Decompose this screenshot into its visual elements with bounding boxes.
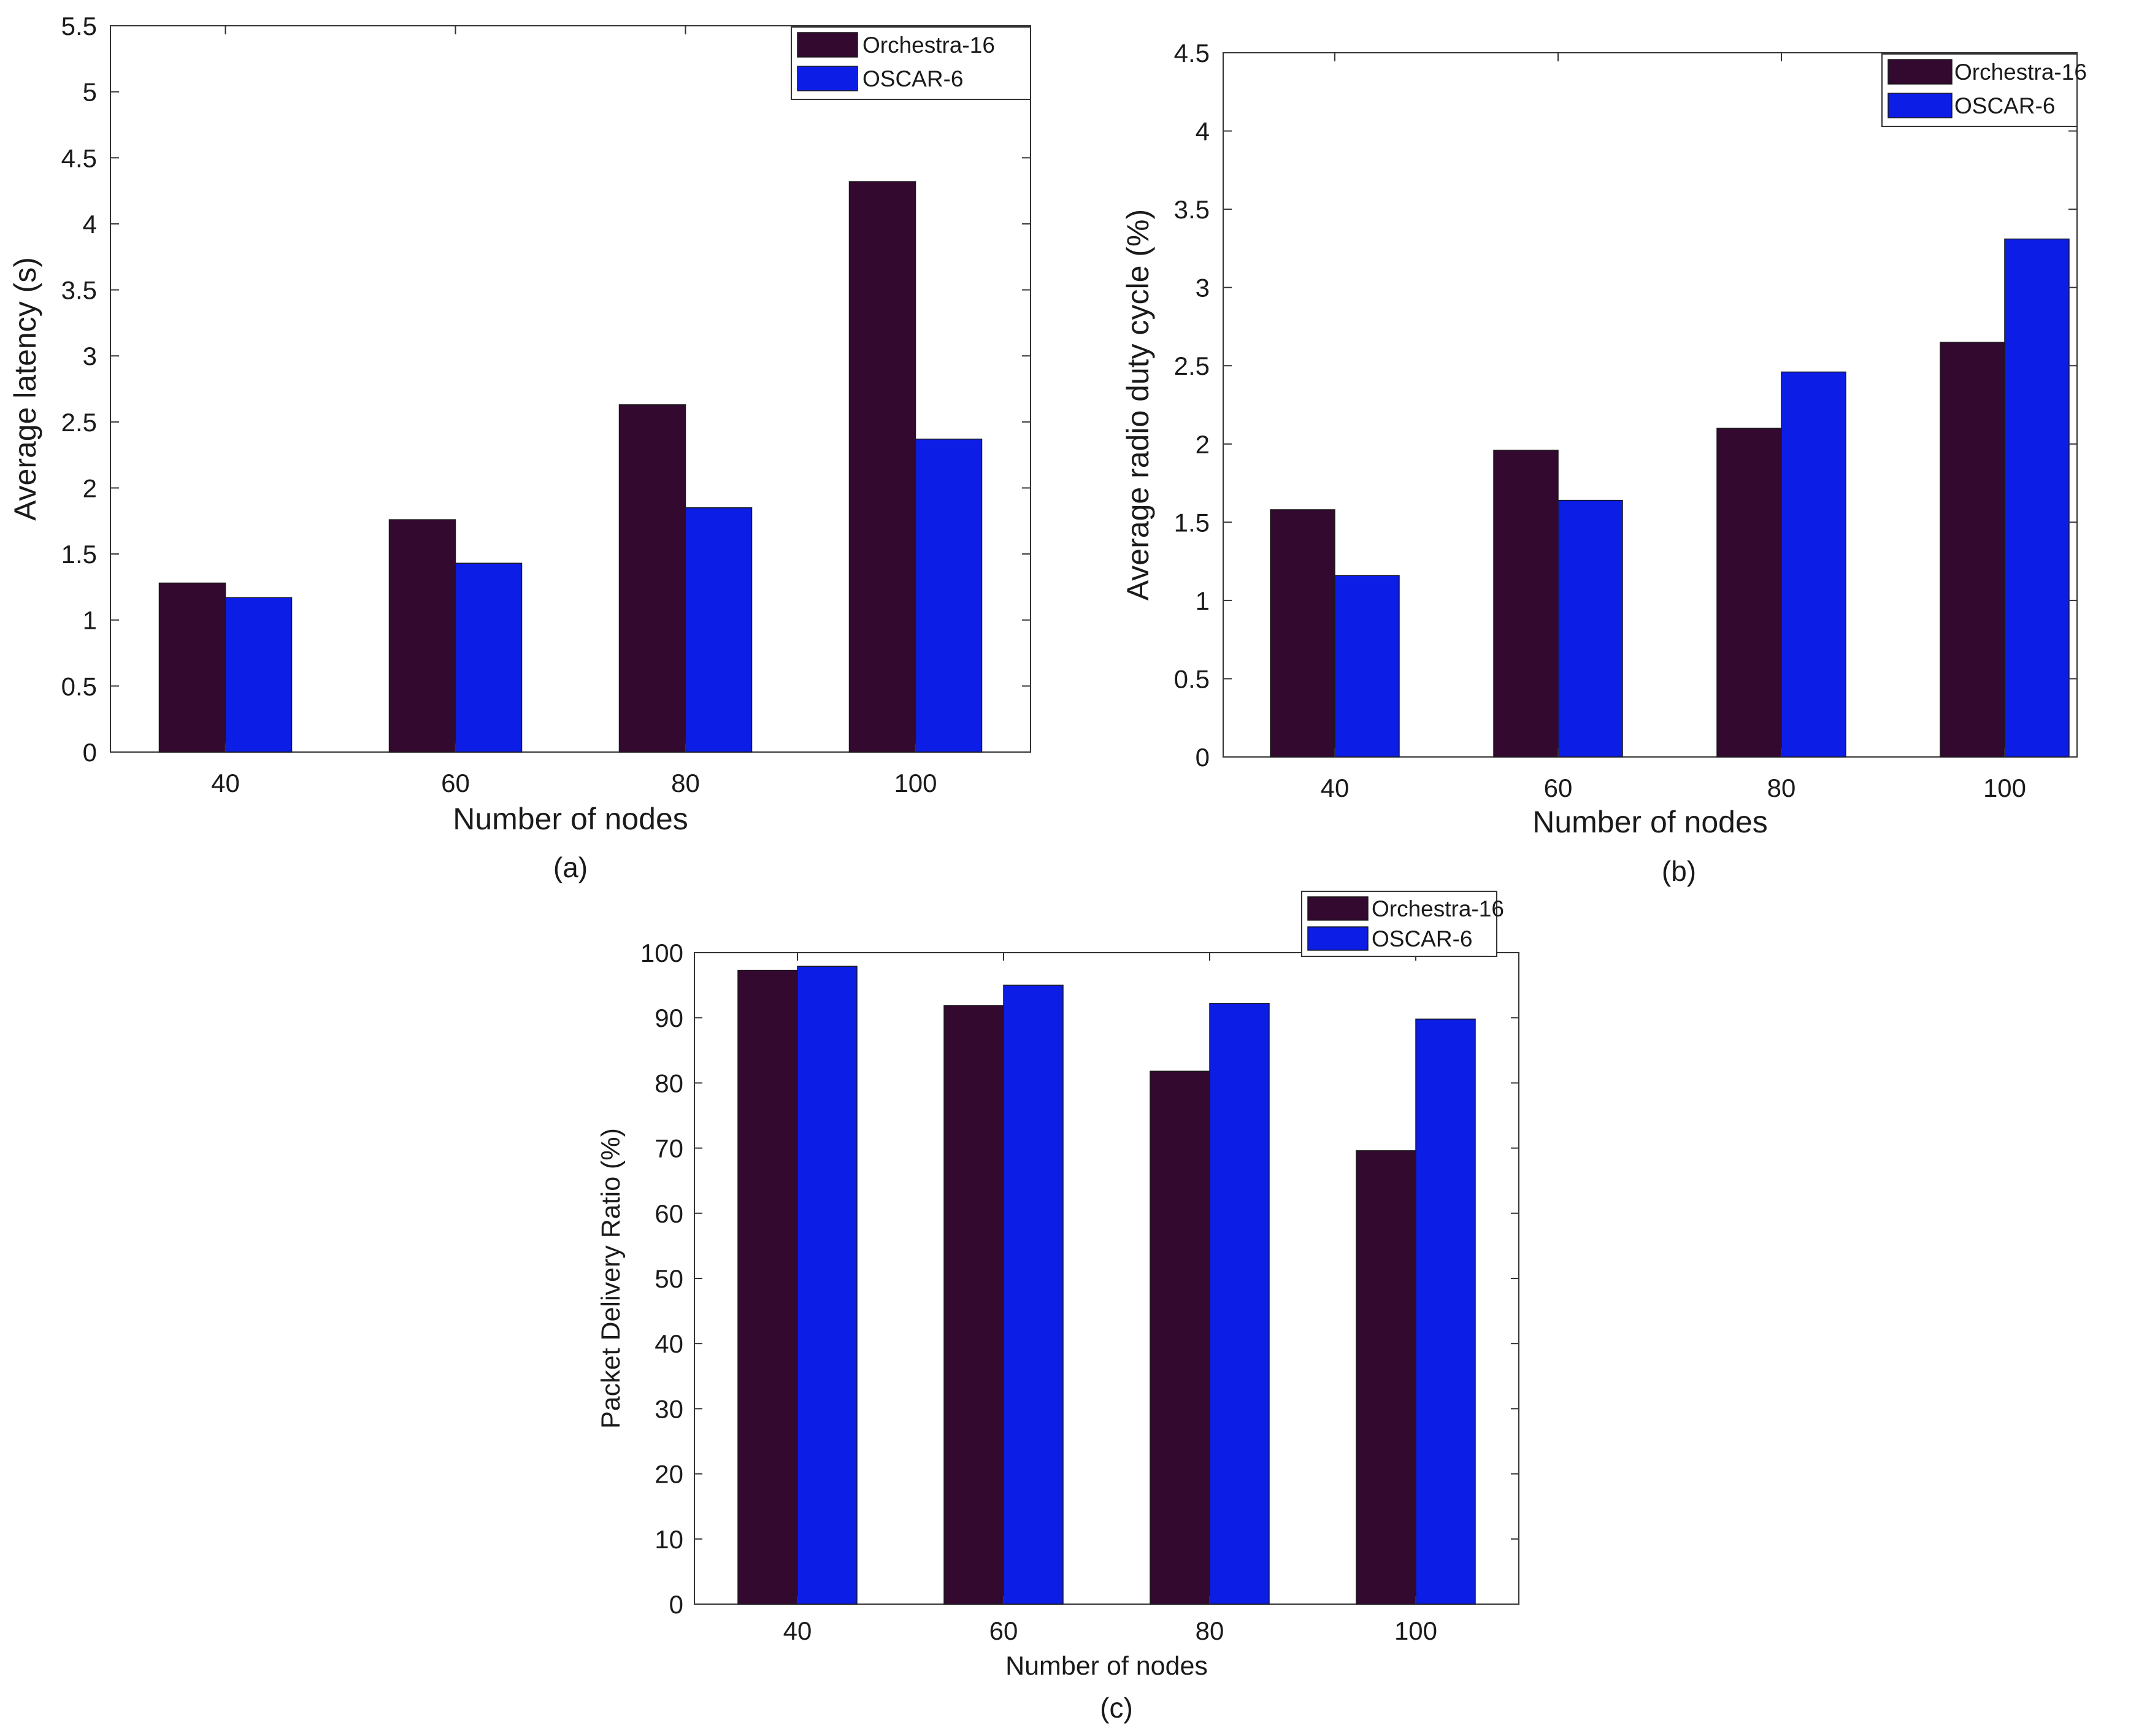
chart-panel-2: 40 60 80 100 0 0.5 1 1.5 2 2.5 3 3.5 4 4.5 Number of n… — [1121, 39, 2087, 887]
bar-oscar-6-40 — [1334, 575, 1400, 758]
bar-oscar-6-100 — [2004, 238, 2070, 758]
bar-oscar-6-60 — [1003, 985, 1064, 1605]
y-axis-label: Packet Delivery Ratio (%) — [596, 1128, 626, 1429]
bar-oscar-6-40 — [797, 966, 858, 1605]
y-tick-label: 10 — [655, 1525, 683, 1554]
y-axis-label: Average radio duty cycle (%) — [1121, 209, 1155, 601]
chart-panel-1: 40 60 80 100 0 0.5 1 1.5 2 2.5 3 3.5 4 4.5 5 5.5 Number … — [8, 12, 1031, 883]
subfigure-caption: (c) — [1100, 1692, 1133, 1724]
x-tick-label: 60 — [989, 1616, 1018, 1645]
bar-orchestra-16-100 — [1940, 342, 2005, 758]
bar-oscar-6-100 — [915, 439, 983, 753]
bar-orchestra-16-40 — [158, 582, 226, 753]
legend-swatch — [1307, 896, 1369, 921]
bar-oscar-6-80 — [1781, 371, 1846, 758]
x-tick-label: 100 — [1983, 774, 2026, 802]
y-tick-label: 4 — [83, 210, 97, 239]
bar-oscar-6-80 — [1209, 1003, 1270, 1605]
bar-orchestra-16-40 — [737, 969, 798, 1605]
y-tick-label: 3.5 — [61, 276, 97, 305]
x-tick-label: 40 — [783, 1616, 812, 1645]
bar-orchestra-16-80 — [1716, 428, 1782, 758]
y-axis-label: Average latency (s) — [8, 257, 42, 521]
x-tick-label: 80 — [1196, 1616, 1224, 1645]
y-tick-label: 1.5 — [1174, 508, 1210, 537]
x-tick-label: 60 — [441, 769, 470, 797]
y-tick-label: 3.5 — [1174, 195, 1210, 224]
bar-orchestra-16-60 — [943, 1005, 1004, 1605]
bar-oscar-6-60 — [455, 563, 523, 753]
bar-oscar-6-80 — [685, 507, 753, 753]
legend-swatch — [797, 66, 858, 91]
x-tick-label: 100 — [1394, 1616, 1437, 1645]
y-tick-label: 4.5 — [61, 144, 97, 172]
y-tick-label: 1 — [83, 606, 97, 635]
x-tick-label: 40 — [1321, 774, 1350, 802]
y-tick-label: 3 — [1196, 274, 1210, 302]
y-tick-label: 0.5 — [1174, 664, 1210, 693]
legend-entry: Orchestra-16 — [862, 33, 995, 58]
legend-swatch — [1307, 926, 1369, 951]
y-tick-label: 60 — [655, 1199, 683, 1228]
y-tick-label: 0 — [83, 738, 97, 767]
legend: Orchestra-16 OSCAR-6 — [1881, 53, 2087, 127]
y-tick-label: 90 — [655, 1004, 683, 1032]
y-tick-label: 2.5 — [61, 408, 97, 437]
bar-orchestra-16-40 — [1270, 509, 1335, 758]
bar-orchestra-16-80 — [1150, 1070, 1210, 1605]
x-axis-label: Number of nodes — [1005, 1651, 1208, 1681]
bar-orchestra-16-60 — [388, 519, 456, 753]
bar-oscar-6-60 — [1557, 499, 1623, 758]
legend-entry: OSCAR-6 — [1372, 926, 1472, 951]
legend-entry: OSCAR-6 — [1954, 93, 2055, 118]
x-tick-label: 100 — [894, 769, 937, 797]
legend-swatch — [1887, 59, 1953, 85]
y-tick-label: 4.5 — [1174, 39, 1210, 67]
y-tick-label: 4 — [1196, 117, 1210, 146]
bar-orchestra-16-80 — [618, 404, 686, 753]
bar-orchestra-16-100 — [848, 181, 916, 753]
y-tick-label: 3 — [83, 342, 97, 371]
x-axis-label: Number of nodes — [1532, 805, 1768, 839]
y-tick-label: 0.5 — [61, 672, 97, 701]
legend-swatch — [1887, 93, 1953, 118]
y-tick-label: 80 — [655, 1069, 683, 1097]
y-tick-label: 50 — [655, 1264, 683, 1293]
x-tick-label: 40 — [211, 769, 240, 797]
legend-entry: OSCAR-6 — [862, 66, 963, 91]
subfigure-caption: (a) — [553, 851, 588, 883]
y-tick-label: 20 — [655, 1460, 683, 1489]
legend: Orchestra-16 OSCAR-6 — [791, 26, 1031, 100]
y-tick-label: 5 — [83, 78, 97, 107]
y-tick-label: 0 — [1196, 743, 1210, 772]
y-tick-label: 40 — [655, 1329, 683, 1358]
bar-orchestra-16-100 — [1356, 1150, 1416, 1605]
bar-oscar-6-40 — [225, 597, 293, 753]
legend-entry: Orchestra-16 — [1372, 896, 1504, 921]
y-tick-label: 70 — [655, 1134, 683, 1163]
y-tick-label: 30 — [655, 1394, 683, 1423]
y-tick-label: 2 — [83, 474, 97, 502]
x-tick-label: 60 — [1544, 774, 1573, 802]
legend: Orchestra-16 OSCAR-6 — [1301, 891, 1504, 957]
x-tick-label: 80 — [671, 769, 700, 797]
y-tick-label: 2.5 — [1174, 351, 1210, 380]
y-tick-label: 100 — [640, 939, 683, 967]
y-tick-label: 1.5 — [61, 540, 97, 569]
bar-orchestra-16-60 — [1493, 450, 1559, 758]
bar-oscar-6-100 — [1415, 1018, 1476, 1605]
y-tick-label: 5.5 — [61, 12, 97, 40]
subfigure-caption: (b) — [1662, 855, 1696, 887]
y-tick-label: 1 — [1196, 586, 1210, 615]
chart-panel-3: 40 60 80 100 0 10 20 30 40 50 60 70 80 90 100 Number of… — [596, 891, 1519, 1724]
y-tick-label: 0 — [669, 1590, 683, 1619]
legend-entry: Orchestra-16 — [1954, 60, 2087, 85]
x-axis-label: Number of nodes — [453, 802, 688, 836]
legend-swatch — [797, 32, 858, 58]
x-tick-label: 80 — [1767, 774, 1796, 802]
y-tick-label: 2 — [1196, 430, 1210, 459]
